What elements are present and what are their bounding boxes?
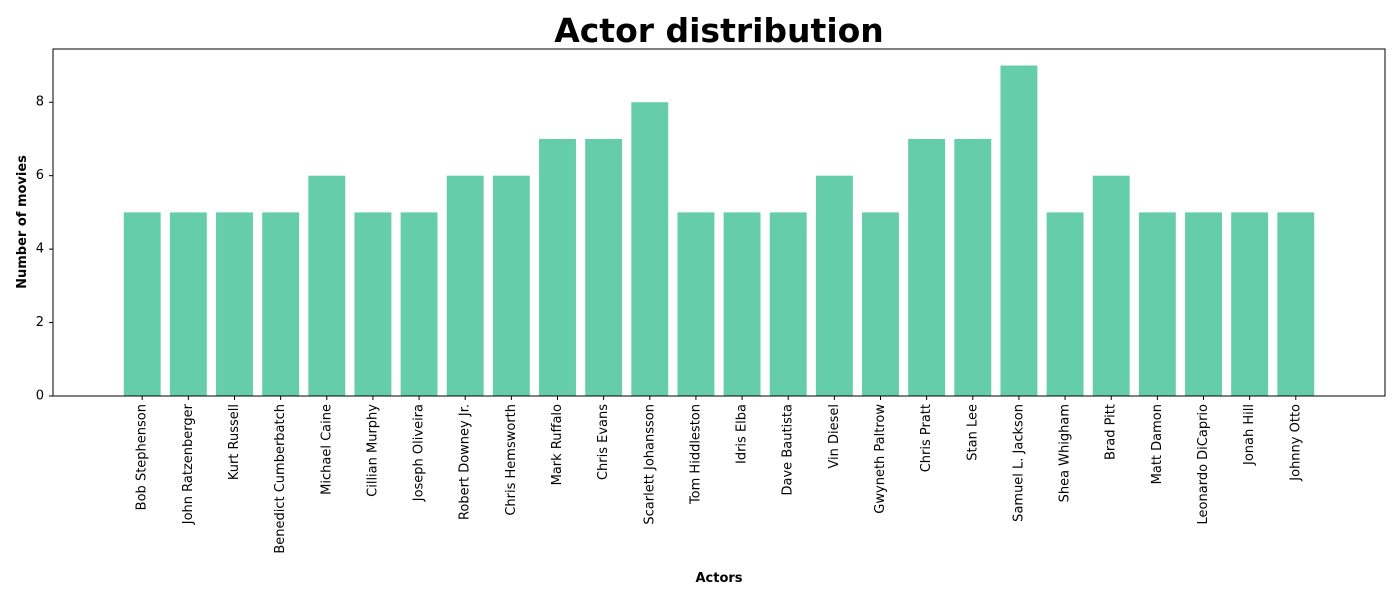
bar-scarlett-johansson (631, 102, 669, 397)
bar-chris-hemsworth (492, 175, 530, 396)
x-tick-label: Gwyneth Paltrow (873, 404, 888, 514)
x-tick-label: Shea Whigham (1058, 404, 1073, 502)
x-tick-label: Robert Downey Jr. (458, 404, 473, 520)
bars-group (123, 65, 1315, 397)
bar-gwyneth-paltrow (862, 212, 899, 396)
bar-brad-pitt (1092, 175, 1130, 396)
bar-samuel-l-jackson (1000, 65, 1038, 397)
x-tick-label: Joseph Oliveira (412, 404, 427, 502)
x-tick-label: Chris Evans (596, 404, 611, 480)
x-tick-label: Cillian Murphy (365, 404, 380, 497)
y-tick-label: 2 (36, 315, 44, 330)
y-tick-label: 4 (36, 242, 44, 257)
x-tick-label: Chris Pratt (919, 404, 934, 472)
bar-tom-hiddleston (677, 212, 715, 396)
bar-johnny-otto (1277, 212, 1315, 396)
x-tick-label: Vin Diesel (827, 404, 842, 469)
bar-matt-damon (1138, 212, 1176, 396)
bar-shea-whigham (1046, 212, 1084, 396)
bar-mark-ruffalo (539, 138, 576, 396)
bar-jonah-hill (1231, 212, 1269, 396)
bar-stan-lee (954, 138, 992, 396)
bar-john-ratzenberger (169, 212, 207, 396)
bar-leonardo-dicaprio (1185, 212, 1222, 396)
x-tick-label: John Ratzenberger (181, 403, 196, 525)
x-tick-label: Bob Stephenson (135, 404, 150, 510)
x-tick-label: Johnny Otto (1288, 404, 1303, 482)
bar-chris-evans (585, 138, 623, 396)
x-tick-label: Stan Lee (965, 404, 980, 461)
y-axis-ticks: 0 2 4 6 8 (36, 95, 53, 404)
bar-michael-caine (308, 175, 346, 396)
x-tick-label: Benedict Cumberbatch (273, 404, 288, 554)
bar-cillian-murphy (354, 212, 392, 396)
bar-joseph-oliveira (400, 212, 438, 396)
x-tick-label: Chris Hemsworth (504, 404, 519, 516)
x-tick-label: Tom Hiddleston (688, 404, 703, 505)
y-axis-label: Number of movies (15, 155, 30, 289)
chart-title: Actor distribution (554, 11, 884, 50)
y-tick-label: 8 (36, 95, 44, 110)
x-tick-label: Mark Ruffalo (550, 404, 565, 485)
bar-vin-diesel (815, 175, 853, 396)
x-tick-label: Dave Bautista (781, 404, 796, 495)
bar-dave-bautista (769, 212, 807, 396)
x-tick-label: Idris Elba (735, 404, 750, 464)
plot-area-frame (52, 48, 1386, 397)
x-axis-label: Actors (695, 571, 742, 586)
y-tick-label: 0 (36, 389, 44, 404)
bar-benedict-cumberbatch (262, 212, 300, 396)
x-tick-label: Samuel L. Jackson (1011, 404, 1026, 522)
x-tick-label: Brad Pitt (1104, 404, 1119, 460)
bar-robert-downey-jr (446, 175, 484, 396)
bar-kurt-russell (216, 212, 253, 396)
x-tick-label: Michael Caine (319, 404, 334, 495)
bar-chris-pratt (908, 138, 946, 396)
x-tick-label: Scarlett Johansson (642, 404, 657, 525)
bar-idris-elba (723, 212, 761, 396)
bar-bob-stephenson (123, 212, 161, 396)
x-axis-ticks: Bob Stephenson John Ratzenberger Kurt Russ… (135, 396, 1303, 554)
y-tick-label: 6 (36, 168, 44, 183)
x-tick-label: Matt Damon (1150, 404, 1165, 484)
x-tick-label: Jonah Hill (1242, 404, 1257, 466)
x-tick-label: Kurt Russell (227, 404, 242, 480)
x-tick-label: Leonardo DiCaprio (1196, 404, 1211, 524)
